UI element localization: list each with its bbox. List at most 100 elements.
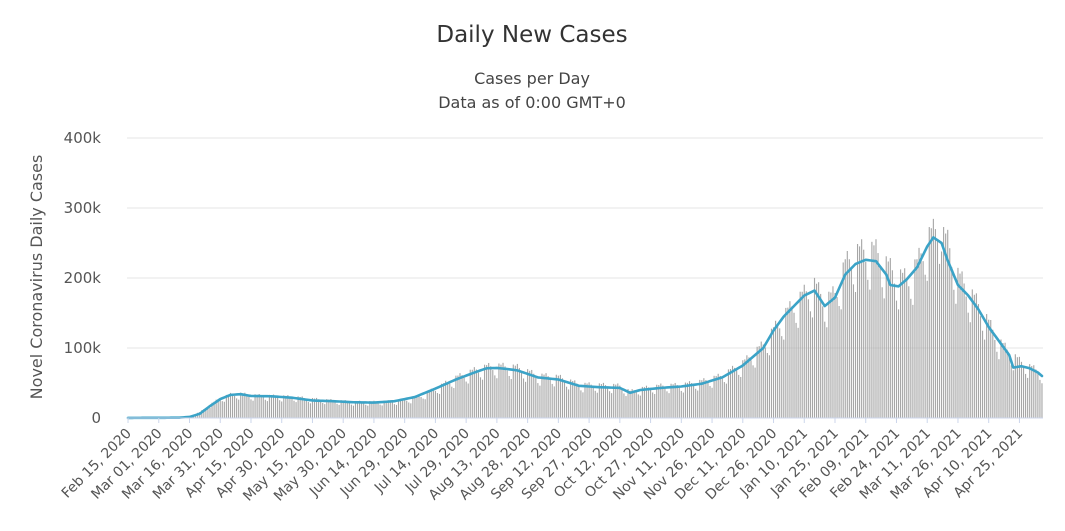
daily-cases-bar — [203, 409, 205, 418]
daily-cases-bar — [498, 363, 500, 418]
daily-cases-bar — [309, 403, 311, 418]
chart-subtitle-line-2: Data as of 0:00 GMT+0 — [438, 93, 626, 112]
daily-cases-bar — [984, 339, 986, 418]
daily-cases-bar — [369, 401, 371, 418]
daily-cases-bar — [1033, 365, 1035, 418]
daily-cases-bar — [908, 286, 910, 418]
daily-cases-bar — [315, 397, 318, 418]
daily-cases-bar — [592, 387, 594, 418]
daily-cases-bar — [404, 399, 406, 418]
daily-cases-bar — [518, 368, 520, 418]
daily-cases-bar — [604, 385, 607, 418]
daily-cases-bar — [258, 394, 260, 418]
daily-cases-bar — [717, 373, 719, 418]
daily-cases-bar — [414, 397, 416, 418]
daily-cases-bar — [426, 391, 428, 418]
daily-cases-bar — [242, 393, 244, 418]
daily-cases-bar — [504, 366, 506, 418]
daily-cases-bar — [553, 386, 555, 418]
daily-cases-bar — [367, 405, 369, 418]
daily-cases-bar — [205, 408, 207, 418]
daily-cases-bar — [305, 399, 307, 418]
chart-title: Daily New Cases — [436, 22, 627, 48]
daily-cases-bar — [881, 287, 883, 418]
daily-cases-bar — [924, 274, 926, 418]
daily-cases-bar — [686, 382, 689, 418]
daily-cases-bar — [836, 297, 838, 418]
daily-cases-bars — [127, 218, 1043, 418]
daily-cases-bar — [510, 379, 512, 418]
daily-cases-bar — [631, 389, 633, 418]
daily-cases-bar — [891, 270, 893, 418]
daily-cases-bar — [639, 395, 641, 418]
daily-cases-bar — [1029, 364, 1031, 418]
daily-cases-bar — [440, 383, 443, 418]
daily-cases-bar — [637, 394, 639, 418]
daily-cases-bar — [658, 385, 660, 418]
daily-cases-bar — [664, 387, 666, 418]
daily-cases-bar — [361, 401, 363, 418]
daily-cases-bar — [809, 311, 811, 418]
daily-cases-bar — [1000, 339, 1002, 418]
daily-cases-bar — [383, 400, 385, 418]
daily-cases-bar — [246, 394, 248, 418]
daily-cases-bar — [699, 379, 701, 418]
daily-cases-bar — [662, 385, 664, 418]
daily-cases-bar — [844, 259, 846, 418]
daily-cases-bar — [356, 401, 359, 418]
daily-cases-bar — [496, 378, 498, 418]
daily-cases-bar — [885, 256, 887, 418]
daily-cases-bar — [291, 398, 293, 418]
daily-cases-bar — [697, 390, 699, 418]
daily-cases-bar — [481, 379, 484, 418]
y-axis-label: Novel Coronavirus Daily Cases — [27, 155, 46, 400]
daily-cases-bar — [338, 404, 340, 418]
daily-cases-bar — [408, 402, 410, 418]
daily-cases-bar — [385, 400, 387, 418]
daily-cases-bar — [311, 397, 314, 418]
daily-cases-bar — [758, 346, 760, 418]
daily-cases-bar — [600, 384, 602, 418]
daily-cases-bar — [451, 386, 453, 418]
daily-cases-bar — [580, 390, 582, 418]
daily-cases-bar — [289, 396, 291, 418]
daily-cases-bar — [324, 404, 326, 418]
daily-cases-bar — [838, 306, 840, 418]
daily-cases-bar — [1025, 373, 1027, 418]
daily-cases-bar — [240, 392, 242, 418]
daily-cases-bar — [522, 378, 525, 418]
daily-cases-bar — [781, 336, 783, 418]
daily-cases-bar — [391, 402, 393, 418]
daily-cases-bar — [229, 392, 232, 418]
daily-cases-bar — [902, 272, 904, 418]
daily-cases-bar — [889, 258, 891, 418]
daily-cases-bar — [916, 259, 918, 418]
daily-cases-bar — [955, 303, 957, 418]
daily-cases-bar — [275, 396, 277, 418]
daily-cases-bar — [846, 251, 848, 418]
daily-cases-bar — [797, 327, 799, 418]
daily-cases-bar — [951, 267, 953, 418]
daily-cases-bar — [938, 263, 941, 418]
daily-cases-bar — [574, 380, 576, 418]
daily-cases-bar — [492, 370, 494, 418]
daily-cases-bar — [227, 394, 229, 418]
daily-cases-bar — [283, 395, 285, 418]
daily-cases-bar — [975, 293, 977, 418]
daily-cases-bar — [213, 401, 215, 418]
daily-cases-bar — [238, 399, 240, 418]
daily-cases-bar — [629, 390, 631, 418]
daily-cases-bar — [695, 388, 697, 418]
daily-cases-bar — [397, 399, 400, 418]
daily-cases-bar — [959, 273, 961, 418]
daily-cases-bar — [867, 279, 869, 418]
daily-cases-bar — [336, 403, 338, 418]
daily-cases-bar — [555, 374, 557, 418]
daily-cases-bar — [617, 383, 619, 418]
daily-cases-bar — [877, 253, 879, 418]
daily-cases-bar — [215, 399, 217, 418]
daily-cases-bar — [484, 364, 486, 418]
daily-cases-bar — [650, 389, 652, 418]
daily-cases-bar — [828, 291, 830, 418]
